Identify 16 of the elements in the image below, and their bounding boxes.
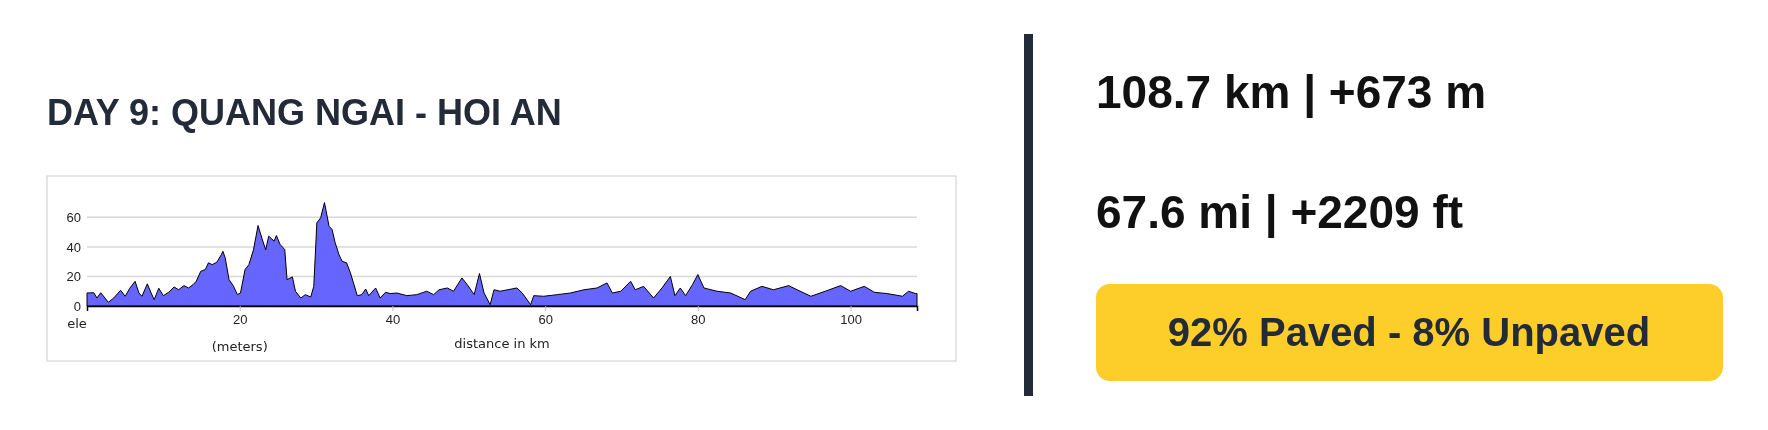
chart-title: DAY 9: QUANG NGAI - HOI AN xyxy=(47,92,562,133)
y-tick-label: 0 xyxy=(73,298,81,314)
text: 108.7 km | +673 m xyxy=(1096,66,1487,118)
text: ele xyxy=(67,316,87,331)
text: 92% Paved - 8% Unpaved xyxy=(1167,310,1651,354)
x-tick-label: 100 xyxy=(840,312,862,328)
x-axis-title: distance in km xyxy=(454,336,550,351)
text: 67.6 mi | +2209 ft xyxy=(1096,186,1464,238)
y-tick-label: 20 xyxy=(66,269,81,285)
x-tick-label: 80 xyxy=(691,312,706,328)
x-tick-label: 60 xyxy=(538,312,553,328)
y-tick-label: 40 xyxy=(66,239,81,255)
text: (meters) xyxy=(211,339,268,354)
x-tick-label: 20 xyxy=(232,312,248,328)
x-tick-label: 40 xyxy=(385,312,401,328)
y-tick-label: 60 xyxy=(66,210,81,226)
